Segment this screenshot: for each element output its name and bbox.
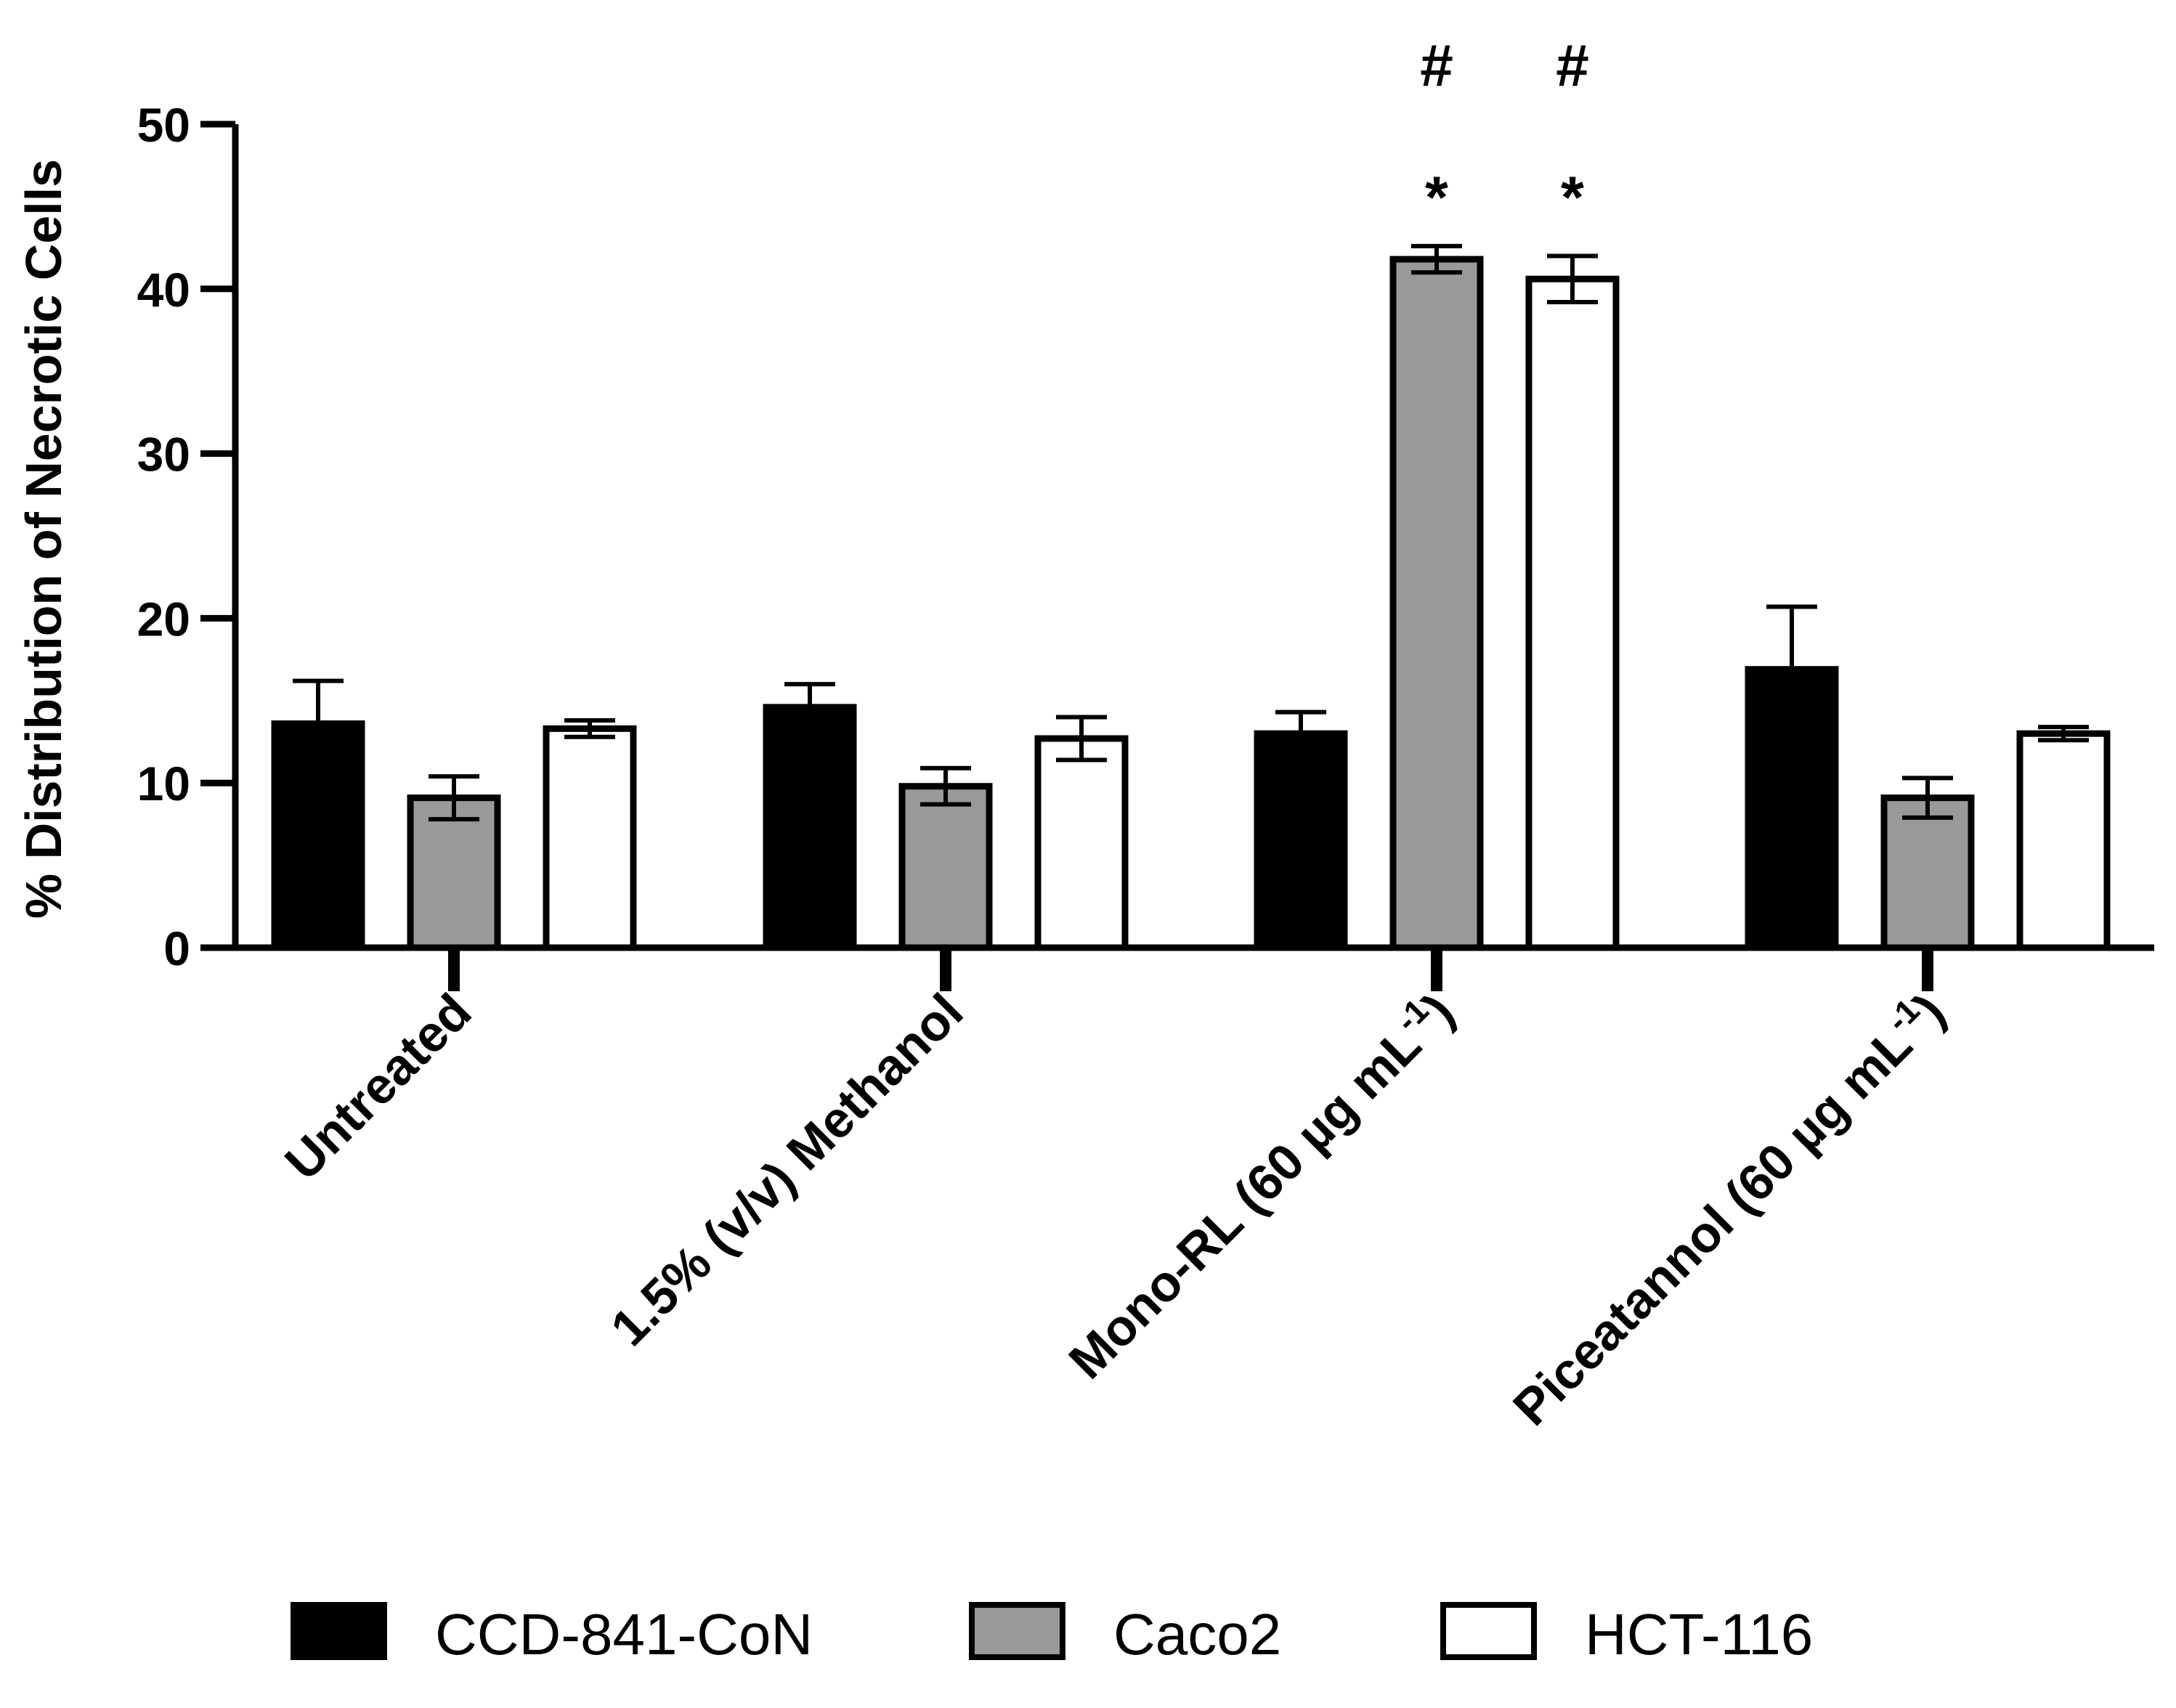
significance-hash: # [1556, 33, 1589, 99]
bar-ccd-841-con-1 [763, 704, 857, 951]
legend-item: Caco2 [969, 1602, 1281, 1667]
category-label-main: Piceatannol (60 µg mL [1502, 1016, 1923, 1436]
significance-hash: # [1420, 33, 1453, 99]
bar-ccd-841-con-0 [271, 720, 365, 951]
annotations-layer: * # * # [1420, 33, 1589, 231]
legend-label: CCD-841-CoN [435, 1602, 813, 1667]
y-tick-label: 0 [163, 922, 190, 975]
legend-swatch [969, 1602, 1065, 1660]
legend-layer: CCD-841-CoN Caco2 HCT-116 [291, 1602, 1813, 1667]
bar-ccd-841-con-2 [1254, 730, 1348, 951]
category-label: Untreated [274, 983, 482, 1190]
legend-swatch [1440, 1602, 1537, 1660]
category-label-main: Untreated [274, 983, 482, 1190]
bar-hct-116-1 [1034, 735, 1129, 951]
bars-layer [271, 256, 2111, 951]
y-axis-title: % Distribution of Necrotic Cells [15, 159, 72, 919]
y-tick-label: 50 [137, 98, 190, 152]
legend-label: Caco2 [1113, 1602, 1281, 1667]
y-tick-label: 30 [137, 428, 190, 481]
legend-label: HCT-116 [1585, 1602, 1813, 1667]
category-label: Mono-RL (60 µg mL-1) [1055, 980, 1465, 1390]
legend-item: HCT-116 [1440, 1602, 1813, 1667]
y-tick-label: 20 [137, 592, 190, 646]
category-label-main: 1.5% (v/v) Methanol [600, 983, 973, 1356]
bar-caco2-2 [1389, 256, 1484, 951]
category-label: Piceatannol (60 µg mL-1) [1498, 980, 1955, 1436]
y-tick-label: 10 [137, 757, 190, 810]
bar-ccd-841-con-3 [1745, 666, 1839, 951]
bar-caco2-1 [898, 783, 993, 951]
category-label-main: Mono-RL (60 µg mL [1058, 1016, 1432, 1389]
legend-swatch [291, 1602, 387, 1660]
significance-asterisk: * [1561, 165, 1584, 231]
category-labels-layer: Untreated 1.5% (v/v) Methanol Mono-RL (60 … [274, 980, 1955, 1436]
y-tick-label: 40 [137, 263, 190, 317]
bar-caco2-3 [1880, 794, 1975, 951]
significance-asterisk: * [1425, 165, 1448, 231]
legend-item: CCD-841-CoN [291, 1602, 813, 1667]
y-axis-label-layer: % Distribution of Necrotic Cells [15, 159, 72, 919]
category-label: 1.5% (v/v) Methanol [600, 983, 973, 1356]
bar-hct-116-2 [1525, 275, 1620, 951]
error-bars-layer [293, 243, 2089, 822]
bar-hct-116-3 [2016, 730, 2111, 951]
bar-hct-116-0 [543, 725, 637, 951]
axes-layer: 0 10 20 30 40 50 [137, 98, 2154, 991]
